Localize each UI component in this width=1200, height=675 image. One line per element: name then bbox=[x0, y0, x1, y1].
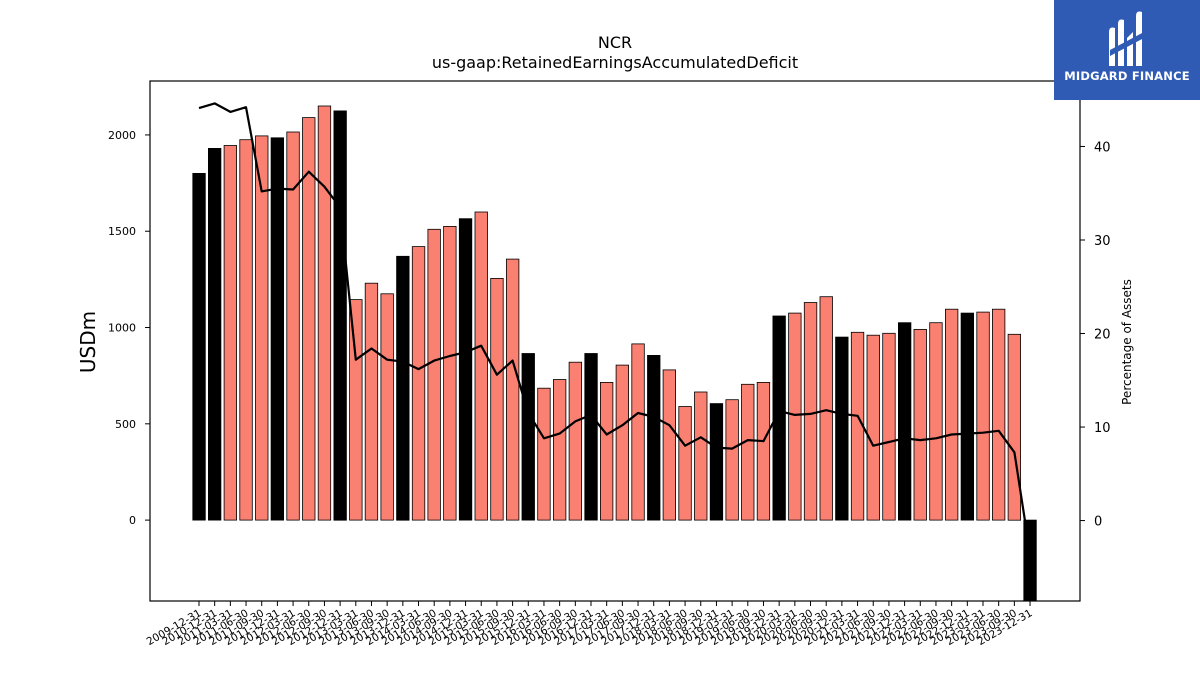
bar bbox=[584, 353, 598, 521]
bar bbox=[819, 296, 833, 521]
bar bbox=[568, 361, 582, 521]
y-tick-label: 1500 bbox=[108, 225, 136, 238]
y-tick-label: 0 bbox=[129, 514, 136, 527]
bar bbox=[678, 406, 692, 521]
bar bbox=[349, 299, 363, 521]
bar bbox=[615, 364, 629, 521]
y-tick-label: 1000 bbox=[108, 322, 136, 335]
bar bbox=[882, 332, 896, 521]
line-layer bbox=[198, 102, 1032, 554]
bar bbox=[553, 379, 567, 521]
bar bbox=[443, 225, 457, 521]
bar bbox=[239, 139, 253, 521]
bar bbox=[772, 315, 786, 521]
bar bbox=[662, 369, 676, 521]
pct-assets-line bbox=[198, 102, 1032, 554]
bar bbox=[992, 308, 1006, 521]
bar bbox=[913, 328, 927, 521]
bar bbox=[380, 293, 394, 521]
y2-tick-label: 10 bbox=[1094, 421, 1111, 436]
bar bbox=[223, 145, 238, 521]
y2-tick-label: 20 bbox=[1094, 328, 1111, 343]
logo-text: MIDGARD FINANCE bbox=[1064, 69, 1190, 83]
bar bbox=[474, 211, 488, 521]
bar bbox=[537, 387, 551, 521]
bar bbox=[490, 277, 504, 521]
bar bbox=[364, 282, 379, 521]
bar bbox=[333, 110, 347, 521]
bars-layer bbox=[192, 105, 1037, 602]
bar bbox=[1007, 333, 1021, 521]
bar bbox=[803, 302, 818, 521]
bar bbox=[866, 334, 880, 521]
bar bbox=[788, 312, 802, 521]
bar bbox=[631, 343, 645, 521]
bar bbox=[255, 135, 269, 521]
bar bbox=[302, 117, 316, 521]
bar bbox=[411, 246, 426, 521]
bar bbox=[835, 336, 849, 521]
y2-tick-label: 40 bbox=[1094, 140, 1111, 155]
bar bbox=[709, 403, 724, 521]
bar bbox=[427, 228, 441, 521]
bar bbox=[898, 322, 912, 521]
bar bbox=[960, 312, 974, 521]
midgard-logo-icon bbox=[1109, 11, 1144, 66]
y2-tick-label: 0 bbox=[1094, 515, 1102, 530]
bar bbox=[945, 308, 959, 521]
logo: MIDGARD FINANCE bbox=[1054, 0, 1200, 100]
bar bbox=[976, 311, 990, 521]
bar bbox=[647, 354, 661, 521]
bar bbox=[396, 255, 410, 521]
bar bbox=[286, 131, 300, 521]
bar bbox=[521, 353, 535, 521]
bar bbox=[270, 137, 285, 521]
bar bbox=[725, 399, 739, 521]
y-tick-label: 2000 bbox=[108, 129, 136, 142]
chart-title: NCR bbox=[598, 33, 632, 52]
bar bbox=[458, 218, 473, 521]
y-axis-label: USDm bbox=[76, 311, 100, 373]
y-tick-label: 500 bbox=[115, 418, 136, 431]
bar bbox=[756, 381, 771, 521]
bar bbox=[317, 105, 332, 521]
bar bbox=[207, 147, 222, 521]
plot-frame bbox=[149, 80, 1081, 602]
bar bbox=[741, 383, 755, 521]
bar bbox=[600, 381, 614, 521]
bar bbox=[505, 258, 520, 521]
bar bbox=[694, 391, 708, 521]
chart-subtitle: us-gaap:RetainedEarningsAccumulatedDefic… bbox=[432, 53, 798, 72]
y2-tick-label: 30 bbox=[1094, 234, 1111, 249]
bar bbox=[929, 322, 943, 521]
bar bbox=[192, 172, 206, 521]
y2-axis-label: Percentage of Assets bbox=[1120, 279, 1134, 405]
